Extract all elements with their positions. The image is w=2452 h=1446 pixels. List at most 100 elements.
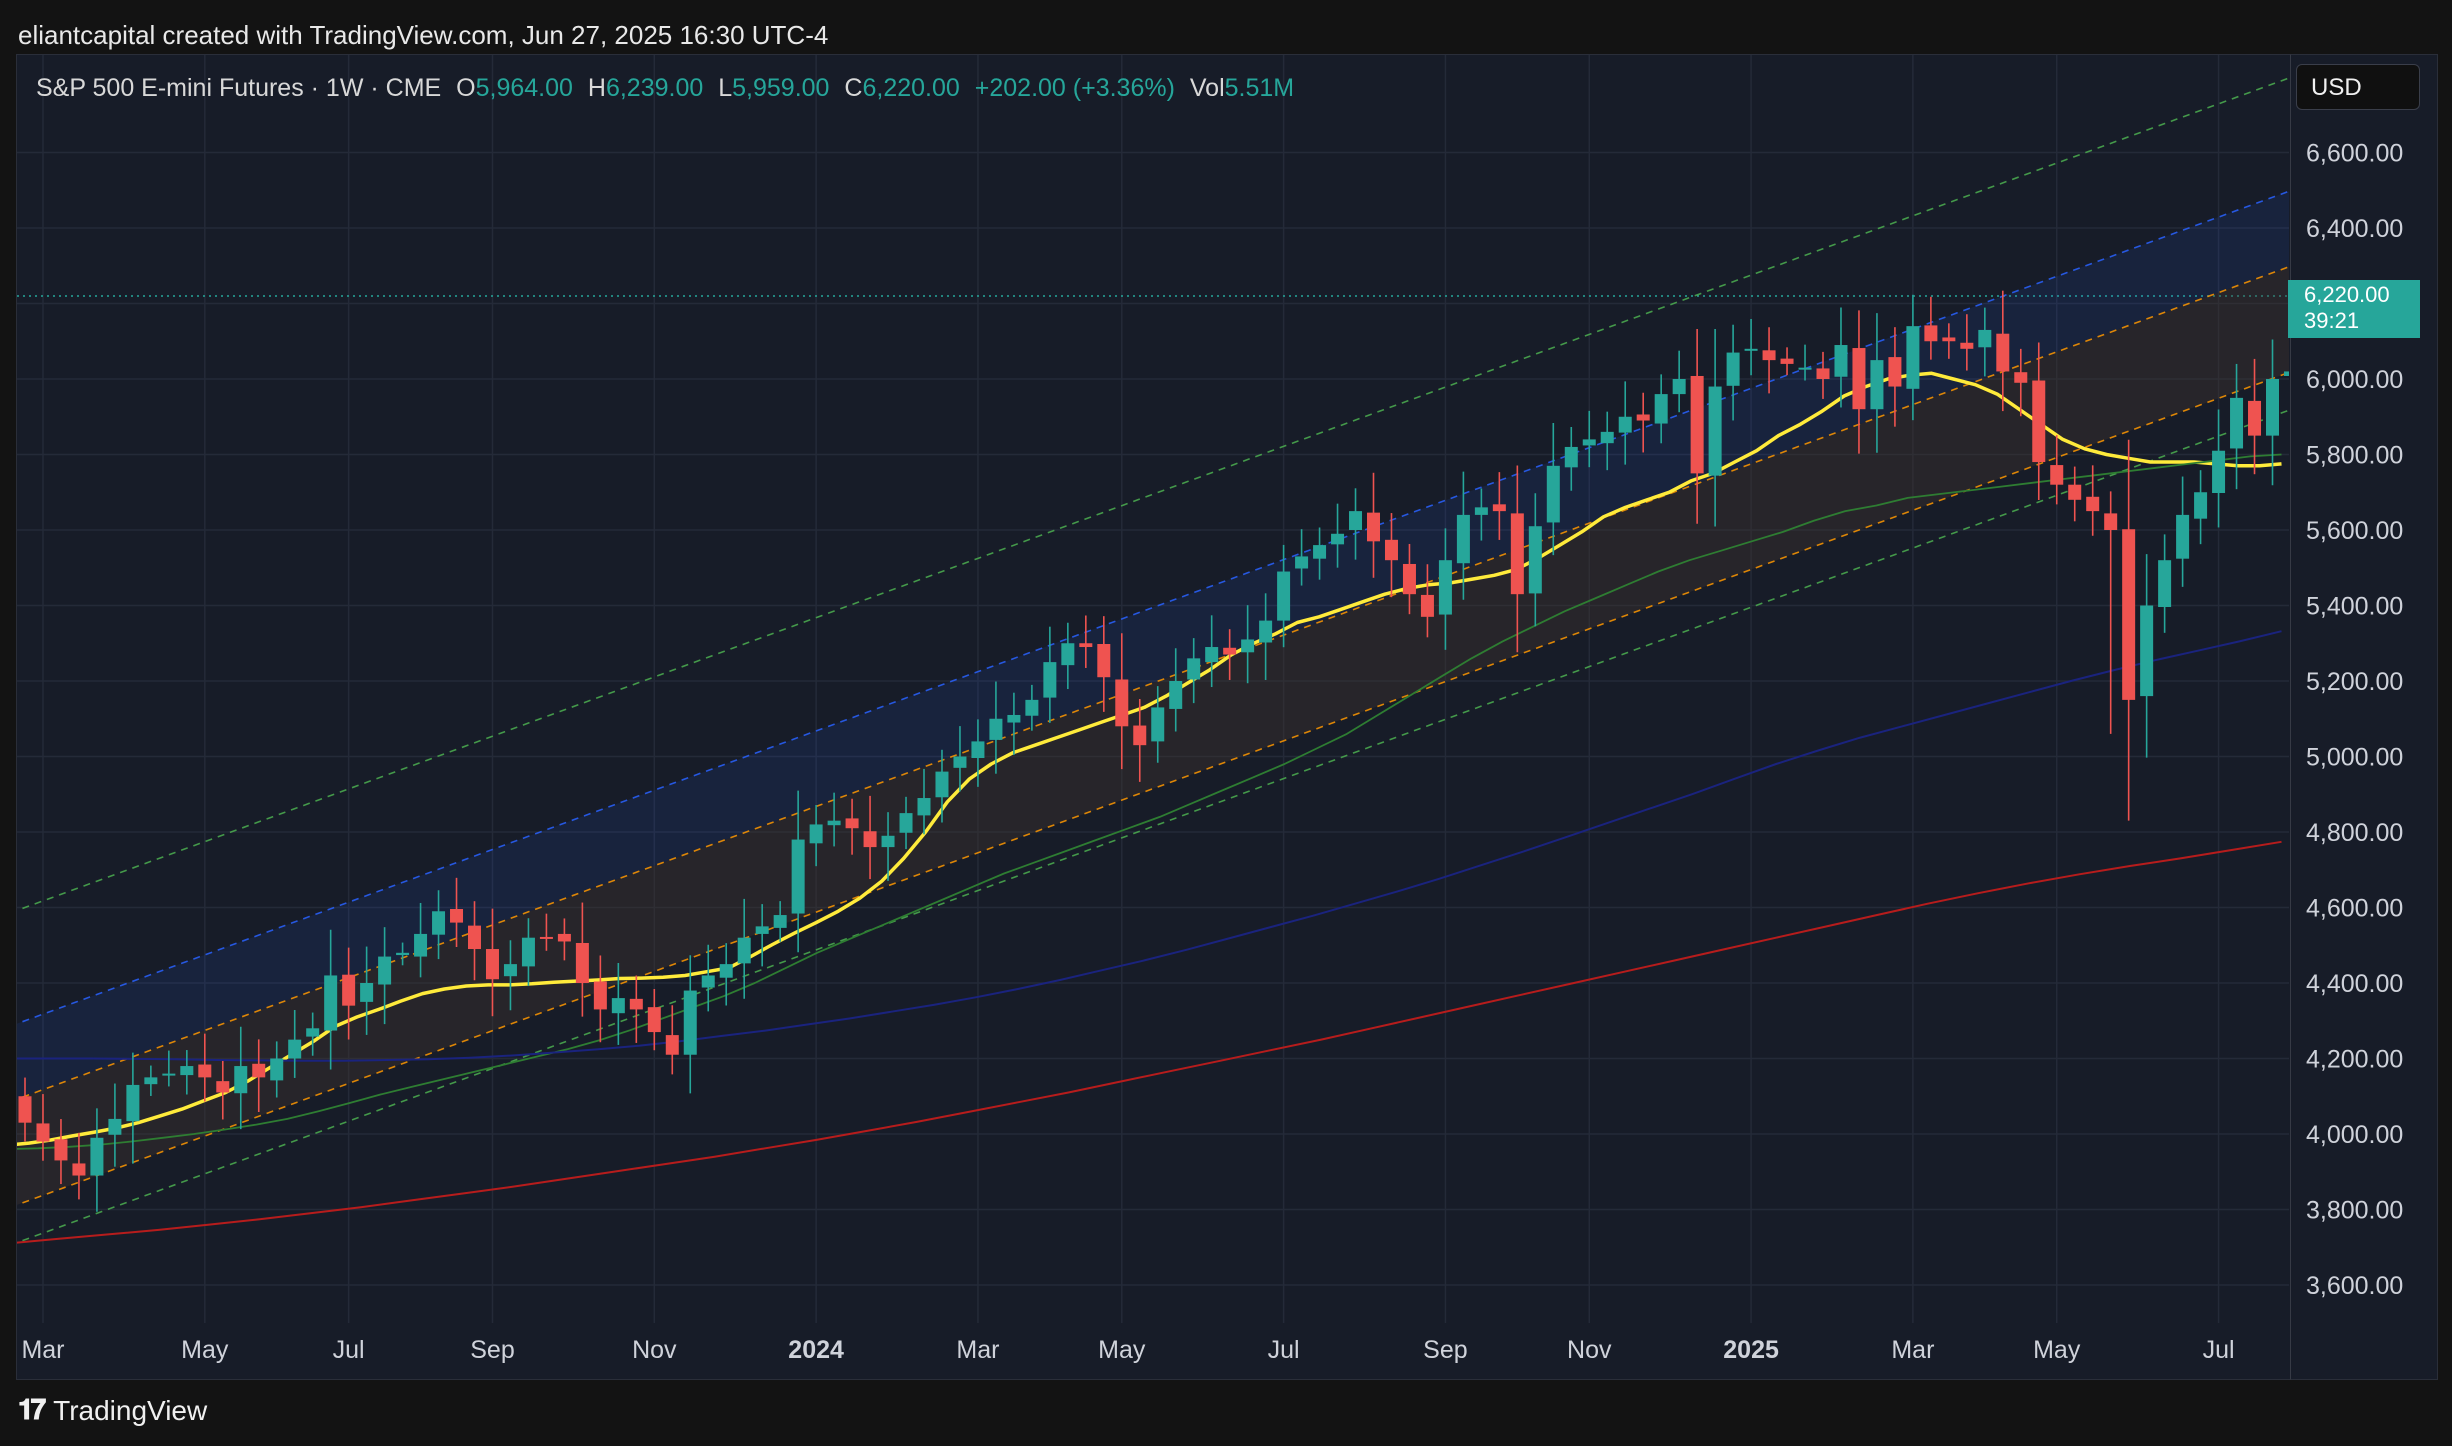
candle-body: [1331, 533, 1345, 545]
candle-body: [180, 1066, 194, 1076]
bar-countdown: 39:21: [2304, 308, 2360, 333]
candle-body: [342, 974, 356, 1006]
x-tick-label: Mar: [21, 1336, 64, 1364]
x-tick-label: 2024: [788, 1336, 844, 1364]
candle-body: [1852, 348, 1866, 410]
candle-body: [539, 936, 553, 939]
candle-body: [18, 1096, 32, 1123]
grid-lines: [17, 55, 2289, 1323]
price-axis[interactable]: [2290, 54, 2438, 1380]
candle-body: [432, 911, 446, 935]
candle-body: [324, 975, 338, 1031]
candle-body: [2248, 400, 2262, 436]
y-tick-label: 5,200.00: [2306, 668, 2403, 696]
candle-body: [1384, 539, 1398, 561]
candle-body: [1115, 679, 1129, 727]
candle-body: [2266, 379, 2279, 436]
x-tick-label: May: [1098, 1336, 1146, 1364]
open-label: O: [456, 74, 476, 102]
candle-body: [629, 998, 643, 1010]
sma-20-line: [17, 371, 2282, 1147]
candle-body: [216, 1081, 230, 1093]
candle-body: [1349, 511, 1363, 530]
candle-body: [1420, 594, 1434, 617]
candle-body: [468, 925, 481, 950]
x-axis-labels: Mar May Jul Sep Nov 2024 Mar May Jul Sep Nov 2025 Ma…: [21, 1336, 2234, 1364]
candle-body: [1402, 563, 1416, 595]
candle-body: [90, 1137, 104, 1176]
candle-body: [827, 820, 841, 826]
candle-body: [773, 915, 787, 928]
sma-100-line: [17, 630, 2282, 1062]
candles: [18, 290, 2289, 1212]
candle-body: [935, 771, 949, 798]
candle-body: [1097, 644, 1111, 678]
candle-body: [719, 964, 733, 978]
x-tick-label: Jul: [2203, 1336, 2235, 1364]
bottom-bar: [0, 1380, 2452, 1446]
candle-body: [1151, 707, 1165, 742]
candle-body: [1492, 504, 1506, 512]
x-tick-label: Jul: [1268, 1336, 1300, 1364]
candle-body: [2230, 397, 2244, 449]
candle-body: [2158, 560, 2172, 608]
chart-attribution: eliantcapital created with TradingView.c…: [18, 20, 829, 50]
candle-body: [917, 798, 931, 816]
candle-body: [1187, 658, 1201, 680]
candle-body: [1474, 507, 1488, 515]
high-label: H: [587, 74, 606, 102]
y-tick-label: 6,600.00: [2306, 140, 2403, 168]
x-tick-label: Nov: [632, 1336, 677, 1364]
candle-body: [1654, 394, 1668, 424]
candle-body: [1007, 714, 1021, 723]
candle-body: [755, 926, 769, 934]
candle-body: [1618, 416, 1632, 433]
channel-fill-upper: [17, 191, 2289, 1100]
x-tick-label: Nov: [1567, 1336, 1612, 1364]
candle-body: [144, 1077, 158, 1085]
x-tick-label: May: [181, 1336, 229, 1364]
y-tick-label: 4,600.00: [2306, 895, 2403, 923]
candle-body: [1816, 368, 1830, 379]
candle-body: [2014, 372, 2028, 383]
candle-body: [2176, 514, 2190, 559]
x-tick-label: Mar: [956, 1336, 999, 1364]
candle-body: [1888, 357, 1902, 387]
candle-body: [1438, 560, 1452, 615]
x-tick-label: Mar: [1891, 1336, 1934, 1364]
candle-body: [2068, 484, 2082, 500]
y-tick-label: 5,000.00: [2306, 744, 2403, 772]
candle-body: [611, 998, 625, 1014]
candle-body: [989, 718, 1003, 740]
candle-body: [1636, 414, 1650, 421]
candle-body: [1564, 446, 1578, 468]
candle-body: [1546, 465, 1560, 523]
candle-body: [737, 937, 751, 964]
candle-body: [2283, 371, 2289, 376]
candle-body: [2140, 605, 2154, 697]
tradingview-logo[interactable]: 𝟏𝟕 TradingView: [18, 1394, 207, 1427]
candle-body: [1510, 513, 1524, 595]
candle-body: [1870, 360, 1884, 410]
candle-body: [503, 964, 517, 977]
candle-body: [1223, 647, 1237, 655]
x-tick-label: Jul: [333, 1336, 365, 1364]
candle-body: [162, 1073, 176, 1076]
candle-body: [1528, 526, 1542, 594]
currency-button[interactable]: USD: [2296, 64, 2420, 110]
candle-body: [1906, 326, 1920, 389]
channel-outer-upper: [17, 77, 2289, 912]
channel-lower: [17, 371, 2289, 1206]
y-tick-label: 4,800.00: [2306, 819, 2403, 847]
candle-body: [791, 839, 805, 914]
high-value: 6,239.00: [605, 74, 704, 102]
candle-body: [1690, 375, 1704, 474]
candle-body: [1996, 333, 2010, 372]
candle-body: [1043, 662, 1057, 698]
y-tick-label: 4,400.00: [2306, 970, 2403, 998]
candle-body: [72, 1163, 86, 1176]
candle-body: [485, 949, 499, 980]
candle-body: [1456, 514, 1470, 564]
candle-body: [288, 1039, 302, 1059]
